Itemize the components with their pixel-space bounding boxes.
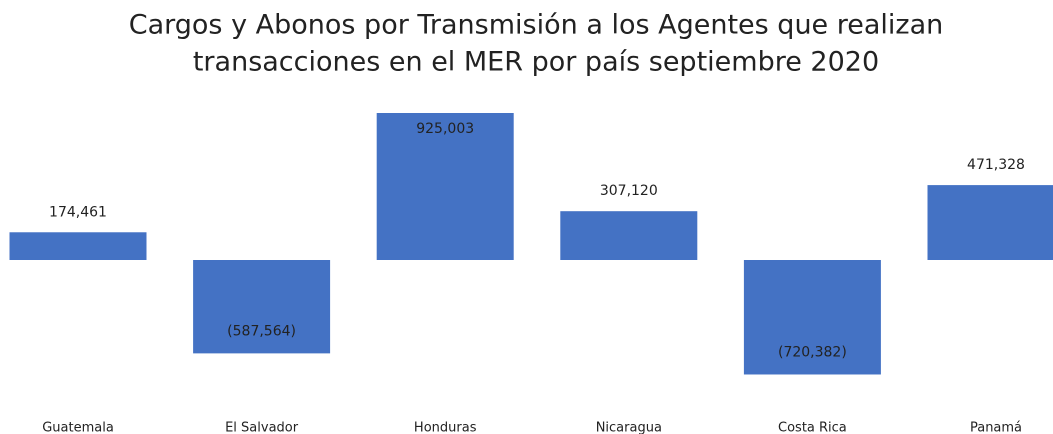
value-label: 307,120 [600,183,658,199]
bar [193,260,331,354]
chart-title: Cargos y Abonos por Transmisión a los Ag… [129,10,944,41]
value-label: (720,382) [778,344,847,360]
x-tick-label: Costa Rica [778,421,847,434]
bar [560,211,698,260]
value-label: (587,564) [227,323,296,339]
x-tick-label: Panamá [970,421,1022,434]
bar [376,113,514,260]
value-label: 471,328 [967,157,1025,173]
x-tick-label: El Salvador [225,421,299,434]
x-tick-label: Guatemala [42,421,114,434]
bar [927,185,1053,260]
value-label: 925,003 [416,121,474,137]
x-tick-label: Nicaragua [596,421,662,434]
bar [743,260,881,375]
x-tick-label: Honduras [414,421,477,434]
bar [9,232,147,260]
chart-title: transacciones en el MER por país septiem… [193,47,879,78]
value-label: 174,461 [49,204,107,220]
